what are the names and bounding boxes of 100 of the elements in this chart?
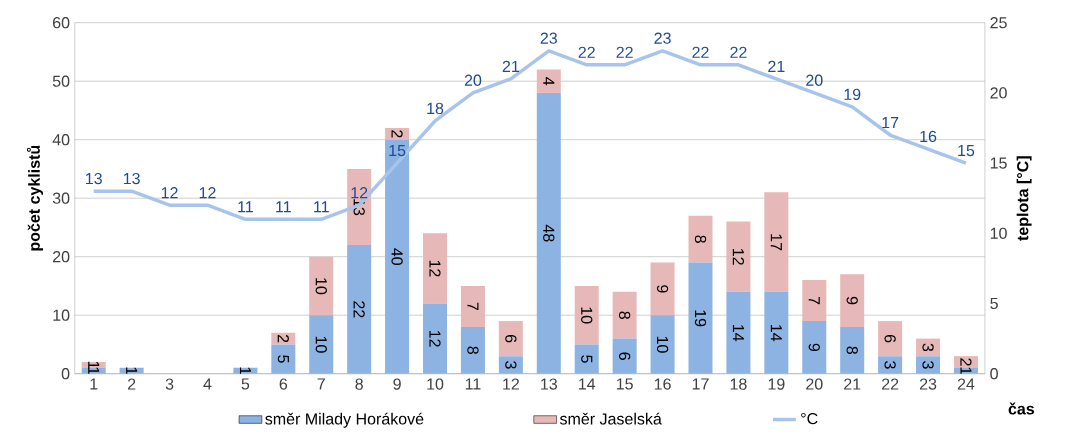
data-label: 22 [730, 46, 747, 58]
x-tick-label: 2 [127, 378, 136, 390]
bar [385, 139, 410, 374]
data-label: 12 [429, 330, 441, 347]
data-label: 12 [429, 260, 441, 277]
data-label: 17 [770, 234, 782, 250]
x-tick-label: 9 [393, 378, 401, 390]
data-label: 11 [238, 201, 253, 213]
data-label: 11 [314, 201, 329, 213]
data-label: 19 [694, 310, 707, 327]
data-label: 9 [808, 343, 820, 351]
x-tick-label: 18 [730, 378, 747, 390]
bar [385, 127, 410, 140]
legend-label: °C [801, 412, 818, 425]
y2-tick-label: 10 [990, 227, 1007, 239]
bar [612, 338, 637, 374]
data-label: 19 [844, 88, 861, 100]
y-tick-label: 50 [52, 75, 70, 87]
data-label: 7 [467, 302, 479, 310]
data-label: 15 [389, 144, 406, 156]
bar [840, 274, 865, 327]
data-label: 3 [922, 360, 934, 369]
data-label: 10 [581, 307, 593, 324]
bar [423, 303, 448, 374]
bar [536, 92, 561, 374]
y2-tick-label: 20 [990, 87, 1007, 99]
data-label: 12 [351, 186, 368, 199]
data-label: 2 [391, 129, 403, 138]
bar [688, 262, 713, 374]
bar [650, 314, 675, 374]
bar [460, 285, 485, 327]
data-label: 3 [884, 360, 896, 369]
x-tick-label: 12 [503, 378, 519, 390]
data-label: 1 [126, 367, 138, 375]
x-tick-label: 22 [882, 378, 899, 390]
data-label: 17 [882, 116, 899, 128]
bar [764, 192, 789, 292]
bar [574, 285, 599, 345]
data-label: 6 [884, 334, 896, 343]
x-tick-label: 5 [241, 378, 250, 390]
data-label: 15 [958, 144, 975, 156]
data-label: 23 [654, 32, 671, 44]
data-label: 6 [618, 352, 631, 360]
bar [309, 314, 334, 374]
bar [498, 355, 523, 374]
data-label: 4 [543, 76, 555, 85]
data-label: 20 [464, 74, 482, 86]
data-label: 7 [808, 296, 820, 305]
y-tick-label: 30 [52, 192, 70, 204]
x-axis-title: čas [1008, 402, 1035, 415]
bar [802, 320, 827, 374]
x-tick-label: 20 [806, 378, 823, 390]
data-label: 10 [315, 336, 327, 353]
data-label: 1 [239, 367, 251, 375]
data-label: 22 [353, 301, 365, 318]
x-tick-label: 8 [355, 378, 363, 390]
x-tick-label: 3 [165, 378, 174, 390]
x-tick-label: 21 [844, 378, 861, 390]
data-label: 5 [581, 355, 593, 363]
data-label: 1 [88, 361, 100, 369]
bar [878, 320, 903, 356]
data-label: 22 [692, 46, 709, 58]
data-label: 14 [770, 324, 782, 341]
bar [726, 291, 751, 374]
x-tick-label: 24 [957, 378, 975, 390]
data-label: 13 [86, 172, 102, 185]
bar [309, 256, 334, 315]
y2-tick-label: 25 [990, 16, 1007, 29]
data-label: 8 [618, 311, 631, 319]
data-label: 8 [846, 346, 858, 354]
legend-label: směr Milady Horákové [265, 412, 424, 428]
y2-tick-label: 5 [990, 297, 998, 309]
data-label: 16 [920, 130, 937, 142]
data-label: 3 [505, 360, 517, 369]
bar [498, 320, 523, 356]
y-tick-label: 60 [53, 16, 70, 29]
data-label: 13 [123, 172, 140, 185]
x-tick-label: 6 [279, 378, 288, 390]
data-label: 6 [505, 334, 517, 343]
y-tick-label: 0 [61, 367, 70, 380]
x-tick-label: 23 [919, 378, 937, 390]
bar [650, 262, 675, 315]
y2-tick-label: 0 [990, 367, 998, 380]
x-tick-label: 4 [203, 378, 212, 390]
legend-label: směr Jaselská [559, 412, 662, 425]
bar [726, 221, 751, 292]
data-label: 12 [199, 186, 216, 199]
x-tick-label: 17 [692, 378, 709, 390]
data-label: 20 [806, 74, 823, 86]
bar [460, 326, 485, 374]
data-label: 10 [315, 278, 327, 295]
data-label: 12 [161, 186, 178, 199]
data-label: 11 [276, 201, 291, 213]
data-label: 22 [616, 46, 633, 58]
data-label: 2 [960, 358, 972, 366]
data-label: 48 [543, 224, 555, 242]
data-label: 14 [732, 324, 744, 341]
x-tick-label: 1 [90, 378, 98, 390]
y2-tick-label: 15 [990, 157, 1007, 169]
data-label: 21 [768, 60, 785, 72]
